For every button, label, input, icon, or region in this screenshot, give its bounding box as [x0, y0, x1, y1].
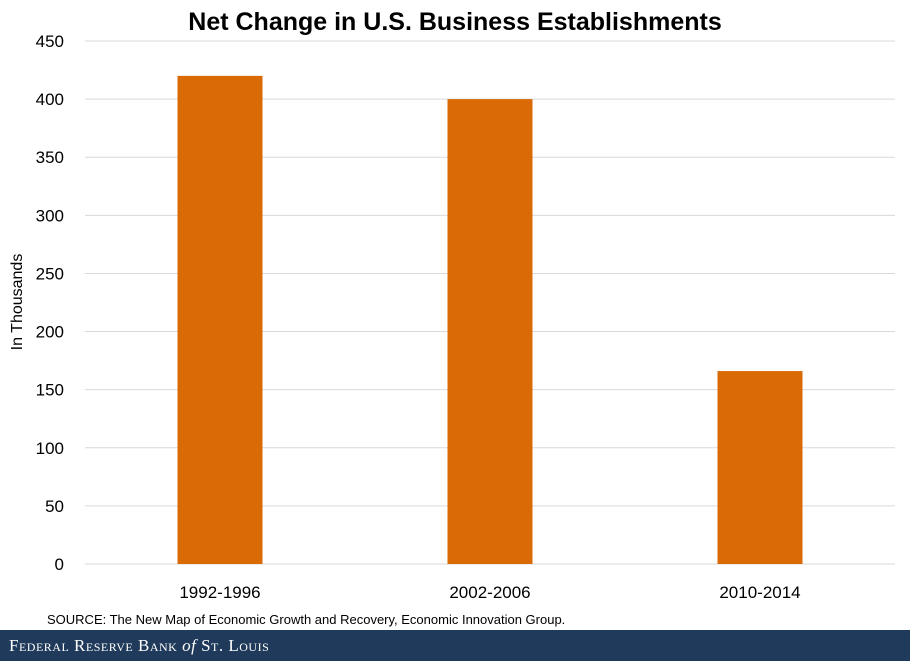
footer-banner: Federal Reserve Bank of St. Louis: [0, 630, 910, 661]
footer-brand-after: St. Louis: [196, 636, 270, 655]
y-axis-label: In Thousands: [9, 254, 26, 351]
y-tick-label: 250: [36, 264, 64, 283]
y-tick-label: 0: [55, 555, 64, 574]
x-tick-label: 2002-2006: [449, 583, 530, 602]
y-tick-label: 100: [36, 439, 64, 458]
source-note: SOURCE: The New Map of Economic Growth a…: [47, 612, 565, 627]
chart-title: Net Change in U.S. Business Establishmen…: [188, 8, 721, 36]
y-tick-label: 300: [36, 206, 64, 225]
y-tick-label: 350: [36, 148, 64, 167]
bar-chart: Net Change in U.S. Business Establishmen…: [9, 8, 895, 627]
y-tick-label: 150: [36, 381, 64, 400]
y-tick-label: 50: [45, 497, 64, 516]
y-tick-label: 400: [36, 90, 64, 109]
y-tick-label: 200: [36, 323, 64, 342]
y-axis-ticks: 0 50 100 150 200 250 300 350 400 450: [36, 32, 64, 574]
bar-1992-1996: [177, 75, 263, 564]
x-axis-ticks: 1992-1996 2002-2006 2010-2014: [179, 583, 800, 602]
bar-2002-2006: [447, 99, 533, 564]
x-tick-label: 1992-1996: [179, 583, 260, 602]
footer-brand-before: Federal Reserve Bank: [9, 636, 183, 655]
bar-2010-2014: [717, 371, 803, 564]
x-tick-label: 2010-2014: [719, 583, 800, 602]
footer-brand-of: of: [182, 636, 197, 655]
y-tick-label: 450: [36, 32, 64, 51]
bars: [177, 75, 803, 564]
